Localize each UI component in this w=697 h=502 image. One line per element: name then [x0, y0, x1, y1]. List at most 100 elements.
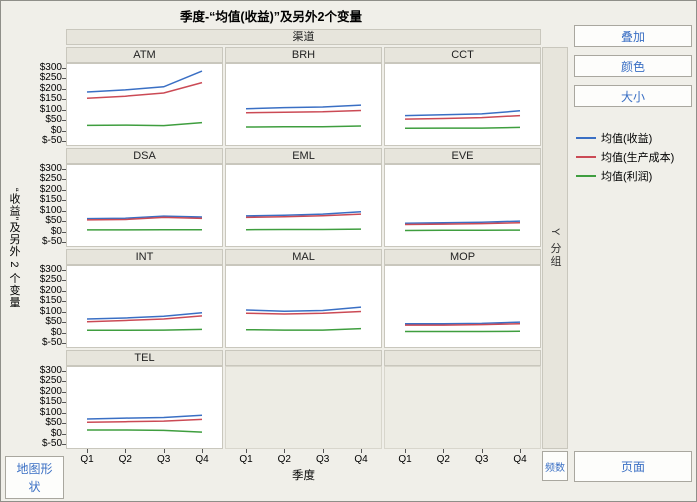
panel-header-EML: EML: [225, 148, 382, 164]
series-line-INT-1[interactable]: [86, 315, 203, 323]
y-tick-mark: [62, 270, 66, 271]
y-tick-mark: [62, 200, 66, 202]
series-line-DSA-0[interactable]: [86, 215, 203, 220]
series-line-EVE-1[interactable]: [404, 222, 521, 226]
series-line-EML-1[interactable]: [245, 213, 362, 219]
y-tick-mark: [62, 322, 66, 324]
panel-plot-CCT[interactable]: [384, 63, 541, 146]
series-line-INT-0[interactable]: [86, 312, 203, 320]
y-tick-label: $100: [39, 305, 62, 317]
panel-plot-MOP[interactable]: [384, 265, 541, 348]
panel-plot-BRH[interactable]: [225, 63, 382, 146]
panel-plot-MAL[interactable]: [225, 265, 382, 348]
column-group-band[interactable]: 渠道: [66, 29, 541, 45]
y-axis-title: “收益”及另外 2 个变量: [4, 47, 24, 449]
y-tick-label: $50: [45, 114, 62, 126]
series-line-ATM-0[interactable]: [86, 70, 203, 93]
y-tick-label: $0: [50, 326, 62, 338]
y-tick-label: $0: [50, 124, 62, 136]
y-tick-label: $150: [39, 396, 62, 408]
chart-title: 季度-“均值(收益)”及另外2个变量: [180, 10, 362, 24]
panel-plot-INT[interactable]: [66, 265, 223, 348]
x-tick-mark: [481, 449, 483, 453]
series-line-TEL-2[interactable]: [87, 429, 203, 433]
panel-plot-EML[interactable]: [225, 164, 382, 247]
y-tick-mark: [62, 391, 66, 393]
series-line-MOP-0[interactable]: [405, 321, 521, 325]
y-tick-mark: [62, 381, 66, 383]
series-line-BRH-2[interactable]: [245, 125, 362, 128]
y-tick-label: $-50: [41, 438, 62, 449]
panel-plot-ATM[interactable]: [66, 63, 223, 146]
series-line-DSA-1[interactable]: [86, 216, 203, 221]
x-tick-label: Q4: [513, 454, 527, 465]
x-axis-title: 季度: [292, 470, 315, 482]
x-tick-mark: [163, 449, 165, 453]
legend-item-cost[interactable]: 均值(生产成本): [576, 147, 696, 166]
legend-item-profit[interactable]: 均值(利润): [576, 166, 696, 185]
y-tick-mark: [62, 412, 66, 414]
series-line-CCT-0[interactable]: [404, 110, 521, 117]
legend-line-swatch-profit: [576, 174, 596, 177]
series-line-BRH-0[interactable]: [245, 104, 362, 110]
page-button[interactable]: 页面: [574, 451, 692, 482]
legend-label-cost: 均值(生产成本): [601, 151, 675, 164]
y-tick-mark: [62, 231, 66, 233]
y-tick-label: $100: [39, 103, 62, 115]
x-tick-label: Q1: [239, 454, 253, 465]
color-button[interactable]: 颜色: [574, 55, 692, 77]
y-tick-label: $200: [39, 183, 62, 195]
y-tick-label: $50: [45, 417, 62, 429]
y-tick-mark: [62, 120, 66, 122]
y-tick-label: $150: [39, 295, 62, 307]
series-line-TEL-1[interactable]: [86, 418, 203, 424]
y-tick-mark: [62, 78, 66, 80]
series-line-EML-0[interactable]: [245, 211, 362, 217]
x-tick-label: Q2: [277, 454, 291, 465]
y-tick-label: $250: [39, 72, 62, 84]
x-tick-label: Q3: [474, 454, 489, 465]
series-line-MAL-1[interactable]: [245, 310, 362, 315]
y-tick-label: $-50: [41, 337, 62, 348]
panel-header-MAL: MAL: [225, 249, 382, 265]
series-line-INT-2[interactable]: [87, 328, 203, 332]
series-line-ATM-1[interactable]: [86, 81, 203, 99]
series-line-TEL-0[interactable]: [86, 414, 203, 420]
y-tick-label: $200: [39, 385, 62, 397]
y-tick-mark: [62, 99, 66, 101]
y-tick-label: $150: [39, 194, 62, 206]
overlay-button[interactable]: 叠加: [574, 25, 692, 47]
panel-plot-DSA[interactable]: [66, 164, 223, 247]
series-line-MOP-1[interactable]: [405, 323, 521, 326]
series-line-CCT-1[interactable]: [404, 114, 521, 120]
y-group-dropzone[interactable]: Y 分组: [542, 47, 568, 449]
map-shape-button[interactable]: 地图形状: [5, 456, 64, 499]
series-line-EVE-0[interactable]: [404, 220, 521, 224]
panel-header-DSA: DSA: [66, 148, 223, 164]
series-line-MAL-0[interactable]: [245, 306, 362, 313]
y-tick-mark: [62, 280, 66, 282]
size-button[interactable]: 大小: [574, 85, 692, 107]
legend-label-profit: 均值(利润): [601, 170, 653, 183]
series-line-CCT-2[interactable]: [404, 126, 521, 130]
panel-header-TEL: TEL: [66, 350, 223, 366]
y-tick-mark: [62, 343, 66, 344]
y-tick-label: $300: [39, 365, 62, 376]
panel-plot-EVE[interactable]: [384, 164, 541, 247]
panel-plot-TEL[interactable]: [66, 366, 223, 449]
y-tick-mark: [62, 444, 66, 445]
y-tick-label: $250: [39, 274, 62, 286]
y-tick-label: $-50: [41, 236, 62, 247]
frequency-button[interactable]: 频数: [542, 451, 568, 481]
x-tick-label: Q2: [118, 454, 132, 465]
series-line-MAL-2[interactable]: [245, 327, 362, 331]
legend-item-revenue[interactable]: 均值(收益): [576, 128, 696, 147]
series-line-EML-2[interactable]: [245, 228, 362, 231]
y-tick-mark: [62, 433, 66, 435]
series-line-ATM-2[interactable]: [86, 121, 203, 127]
x-tick-mark: [87, 449, 88, 453]
y-tick-mark: [62, 88, 66, 90]
series-line-BRH-1[interactable]: [245, 109, 362, 114]
y-tick-label: $-50: [41, 135, 62, 146]
